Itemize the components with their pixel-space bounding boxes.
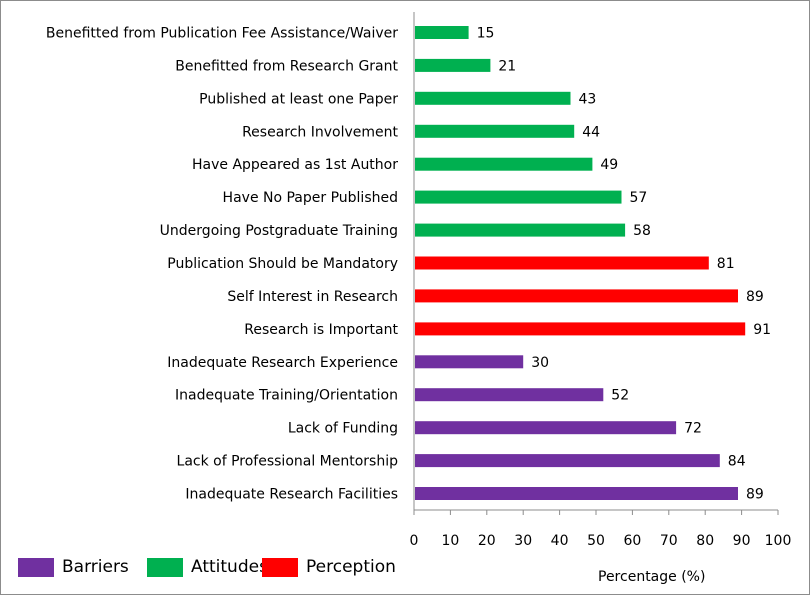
bar — [415, 421, 677, 435]
data-label: 43 — [579, 91, 597, 107]
category-label: Benefitted from Research Grant — [175, 58, 398, 74]
legend-item-attitudes: Attitudes — [147, 555, 268, 579]
bar — [415, 388, 604, 402]
bar — [415, 322, 746, 336]
bar — [415, 289, 738, 303]
data-label: 52 — [611, 388, 629, 404]
x-axis-title: Percentage (%) — [598, 569, 706, 585]
legend-swatch-perception — [262, 557, 298, 577]
legend-item-perception: Perception — [262, 555, 396, 579]
legend-label-barriers: Barriers — [62, 557, 129, 577]
category-label: Benefitted from Publication Fee Assistan… — [46, 26, 398, 42]
legend-label-perception: Perception — [306, 557, 396, 577]
bar — [415, 190, 622, 204]
data-label: 81 — [717, 256, 735, 272]
bar — [415, 487, 738, 500]
x-tick-label: 60 — [623, 533, 641, 549]
category-label: Lack of Professional Mentorship — [177, 454, 399, 470]
data-label: 72 — [684, 421, 702, 437]
category-label: Have Appeared as 1st Author — [192, 157, 398, 173]
x-tick-label: 50 — [587, 533, 605, 549]
legend-label-attitudes: Attitudes — [191, 557, 268, 577]
data-label: 30 — [531, 355, 549, 371]
category-label: Inadequate Research Experience — [167, 355, 398, 371]
category-label: Lack of Funding — [288, 421, 398, 437]
category-label: Research Involvement — [242, 124, 398, 140]
data-label: 57 — [630, 190, 648, 206]
legend-swatch-attitudes — [147, 557, 183, 577]
bar — [415, 454, 720, 468]
bar — [415, 256, 709, 270]
category-label: Research is Important — [244, 322, 398, 338]
x-tick-label: 10 — [441, 533, 459, 549]
bar — [415, 355, 524, 369]
x-tick-label: 40 — [551, 533, 569, 549]
legend-item-barriers: Barriers — [18, 555, 129, 579]
data-label: 21 — [498, 58, 516, 74]
data-label: 84 — [728, 454, 746, 470]
bar — [415, 157, 593, 171]
category-label: Undergoing Postgraduate Training — [160, 223, 398, 239]
data-label: 91 — [753, 322, 771, 338]
bar — [415, 91, 571, 105]
category-label: Publication Should be Mandatory — [167, 256, 398, 272]
bar — [415, 26, 469, 39]
x-tick-label: 30 — [514, 533, 532, 549]
category-label: Inadequate Research Facilities — [185, 487, 398, 503]
x-tick-label: 80 — [696, 533, 714, 549]
data-label: 58 — [633, 223, 651, 239]
category-label: Inadequate Training/Orientation — [175, 388, 398, 404]
data-label: 89 — [746, 487, 764, 503]
data-label: 44 — [582, 124, 600, 140]
data-label: 49 — [600, 157, 618, 173]
category-label: Have No Paper Published — [223, 190, 398, 206]
legend-swatch-barriers — [18, 557, 54, 577]
x-tick-label: 0 — [410, 533, 419, 549]
data-label: 89 — [746, 289, 764, 305]
x-tick-label: 100 — [765, 533, 792, 549]
category-label: Self Interest in Research — [227, 289, 398, 305]
bar — [415, 58, 491, 72]
data-label: 15 — [477, 26, 495, 42]
bar — [415, 223, 626, 237]
category-label: Published at least one Paper — [199, 91, 398, 107]
x-tick-label: 20 — [478, 533, 496, 549]
x-tick-label: 90 — [733, 533, 751, 549]
x-tick-label: 70 — [660, 533, 678, 549]
bar — [415, 124, 575, 138]
